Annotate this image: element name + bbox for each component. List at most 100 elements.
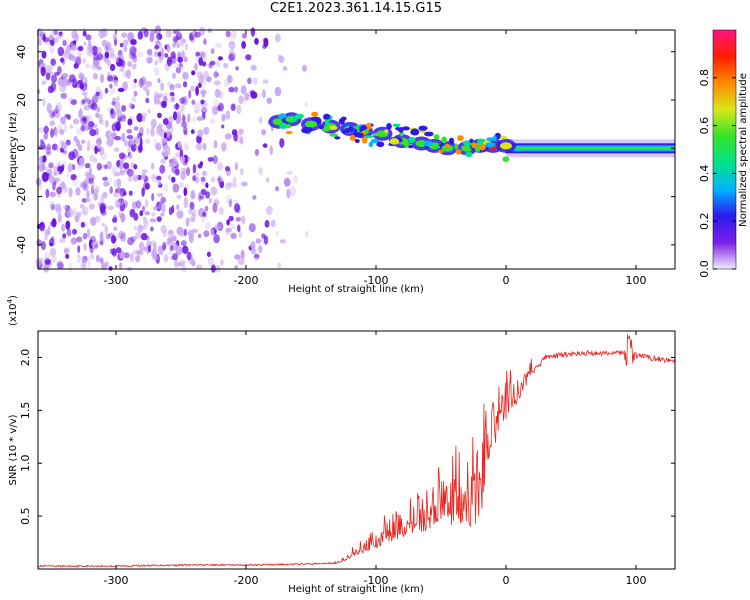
noise-cell xyxy=(180,104,185,112)
noise-cell xyxy=(139,249,144,256)
noise-cell xyxy=(190,190,196,200)
noise-cell xyxy=(38,38,42,46)
noise-cell xyxy=(38,160,43,168)
noise-cell xyxy=(200,51,205,59)
noise-cell xyxy=(78,72,84,80)
noise-cell xyxy=(275,231,280,237)
noise-cell xyxy=(119,188,126,197)
noise-cell xyxy=(191,260,196,267)
noise-cell xyxy=(47,85,54,94)
signal-speckle xyxy=(366,122,372,130)
noise-cell xyxy=(224,166,231,172)
y-tick-label: -20 xyxy=(15,188,28,206)
noise-cell xyxy=(220,259,224,266)
noise-cell xyxy=(186,251,192,261)
noise-cell xyxy=(176,210,184,219)
noise-cell xyxy=(79,100,84,107)
noise-cell xyxy=(166,56,173,67)
noise-cell xyxy=(55,102,63,113)
noise-cell xyxy=(129,46,137,56)
noise-cell xyxy=(49,120,55,127)
noise-cell xyxy=(229,223,237,230)
noise-cell xyxy=(126,135,134,140)
noise-cell xyxy=(223,78,231,87)
noise-cell xyxy=(88,121,95,128)
noise-cell xyxy=(156,33,163,40)
noise-cell xyxy=(157,78,161,84)
noise-cell xyxy=(216,162,224,171)
noise-cell xyxy=(301,64,307,72)
noise-cell xyxy=(178,62,183,68)
signal-speckle xyxy=(448,137,455,145)
noise-cell xyxy=(160,224,167,234)
noise-cell xyxy=(51,143,58,151)
noise-cell xyxy=(192,175,197,182)
noise-cell xyxy=(186,156,191,162)
noise-cell xyxy=(165,121,173,129)
noise-cell xyxy=(121,132,126,142)
noise-cell xyxy=(205,182,209,189)
noise-cell xyxy=(127,175,133,183)
noise-cell xyxy=(110,235,117,244)
noise-cell xyxy=(172,35,180,42)
signal-point xyxy=(305,120,317,128)
noise-cell xyxy=(60,92,67,99)
noise-cell xyxy=(132,174,140,181)
noise-cell xyxy=(95,254,100,263)
noise-cell xyxy=(61,223,66,232)
noise-cell xyxy=(189,201,195,210)
noise-cell xyxy=(151,176,157,183)
noise-cell xyxy=(68,187,73,198)
noise-cell xyxy=(115,121,121,132)
noise-cell xyxy=(86,228,91,238)
noise-cell xyxy=(35,177,42,186)
signal-speckle xyxy=(469,138,474,143)
signal-speckle xyxy=(486,137,495,141)
noise-cell xyxy=(234,203,240,213)
noise-cell xyxy=(146,127,150,136)
noise-cell xyxy=(206,251,211,258)
noise-cell xyxy=(198,233,202,239)
noise-cell xyxy=(179,63,184,70)
noise-cell xyxy=(118,230,125,240)
x-tick-label: 100 xyxy=(626,274,647,287)
noise-cell xyxy=(81,117,87,122)
noise-cell xyxy=(141,115,146,123)
noise-cell xyxy=(110,108,115,115)
signal-speckle xyxy=(478,143,486,151)
signal-speckle xyxy=(437,149,444,154)
noise-cell xyxy=(172,242,177,250)
noise-cell xyxy=(247,77,252,85)
noise-cell xyxy=(121,105,127,112)
noise-cell xyxy=(54,177,61,183)
noise-cell xyxy=(282,66,288,71)
noise-cell xyxy=(210,228,215,237)
signal-speckle xyxy=(403,141,410,148)
noise-cell xyxy=(86,114,90,124)
noise-cell xyxy=(195,264,203,270)
noise-cell xyxy=(262,79,269,84)
noise-cell xyxy=(231,52,237,58)
noise-cell xyxy=(162,141,168,150)
signal-point xyxy=(461,144,473,152)
noise-cell xyxy=(72,178,79,187)
noise-cell xyxy=(200,107,208,114)
noise-cell xyxy=(179,259,186,266)
noise-cell xyxy=(153,139,158,149)
noise-cell xyxy=(304,101,308,107)
noise-cell xyxy=(154,60,158,66)
noise-cell xyxy=(156,216,162,222)
noise-cell xyxy=(218,206,224,216)
noise-cell xyxy=(135,200,142,209)
noise-cell xyxy=(188,89,192,99)
noise-cell xyxy=(86,190,90,199)
noise-cell xyxy=(92,94,99,104)
noise-cell xyxy=(94,185,100,192)
noise-cell xyxy=(279,239,287,244)
noise-cell xyxy=(94,215,102,223)
noise-cell xyxy=(179,97,186,104)
noise-cell xyxy=(92,73,98,80)
noise-cell xyxy=(56,186,62,195)
noise-cell xyxy=(175,67,182,74)
noise-cell xyxy=(35,259,42,266)
